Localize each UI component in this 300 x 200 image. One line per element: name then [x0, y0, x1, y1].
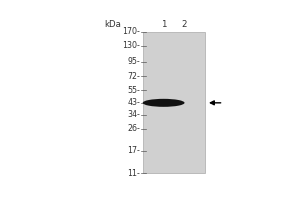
Text: 2: 2	[182, 20, 187, 29]
Text: 130-: 130-	[123, 41, 140, 50]
Text: 26-: 26-	[128, 124, 140, 133]
Bar	[143, 32, 205, 173]
Text: 72-: 72-	[128, 72, 140, 81]
Text: 170-: 170-	[123, 27, 140, 36]
Ellipse shape	[143, 99, 184, 107]
Text: kDa: kDa	[105, 20, 122, 29]
Text: 55-: 55-	[128, 86, 140, 95]
Text: 1: 1	[161, 20, 167, 29]
Text: 95-: 95-	[128, 57, 140, 66]
Text: 17-: 17-	[128, 146, 140, 155]
Text: 43-: 43-	[128, 98, 140, 107]
Text: 11-: 11-	[128, 169, 140, 178]
Text: 34-: 34-	[128, 110, 140, 119]
